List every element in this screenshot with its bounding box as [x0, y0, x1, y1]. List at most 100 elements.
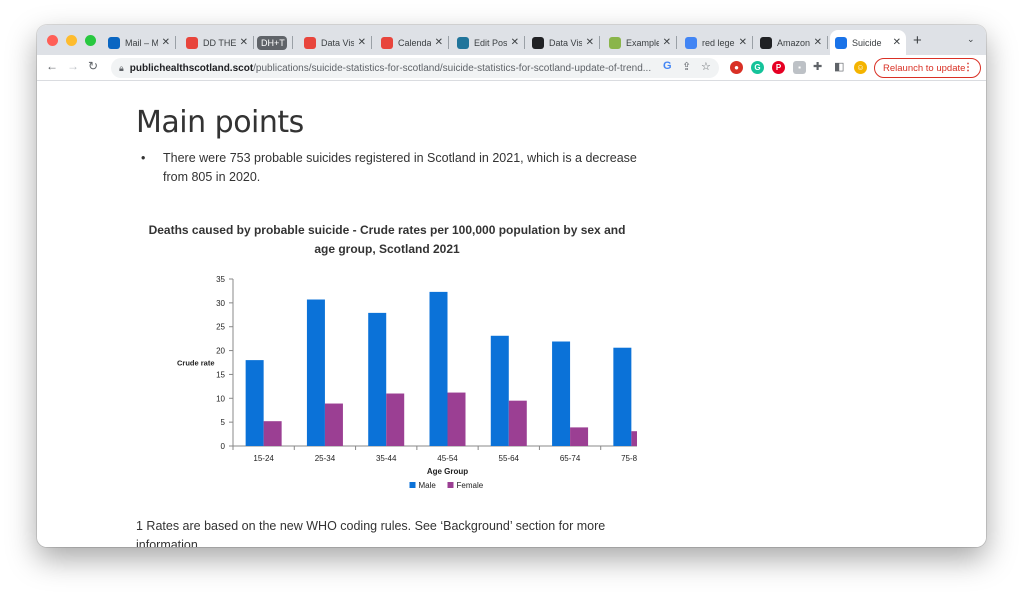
bullet-dot-icon: • — [141, 151, 146, 165]
y-tick-label: 0 — [221, 442, 226, 451]
close-tab-icon[interactable]: ✕ — [738, 37, 747, 48]
close-tab-icon[interactable]: ✕ — [662, 37, 671, 48]
sparkle-icon — [835, 36, 847, 49]
address-bar[interactable]: 🔒︎ publichealthscotland.scot /publicatio… — [111, 58, 719, 78]
profile-avatar[interactable]: ☺ — [854, 61, 867, 74]
outlook-icon — [108, 36, 120, 49]
bar-male-45-54 — [429, 291, 448, 446]
bar-female-35-44 — [386, 393, 405, 446]
tab-1[interactable]: Mail – M ✕ — [103, 30, 176, 55]
tab-7[interactable]: Data Vis ✕ — [527, 30, 600, 55]
tableau-icon — [186, 36, 198, 49]
adblock-extension-icon[interactable]: ● — [730, 61, 743, 74]
new-tab-button[interactable]: + — [913, 32, 922, 49]
legend-label-male: Male — [419, 481, 437, 490]
bar-male-15-24 — [245, 360, 264, 446]
x-tick-label: 25-34 — [315, 454, 336, 463]
tab-5[interactable]: Calenda ✕ — [376, 30, 449, 55]
side-panel-icon[interactable]: ◧ — [834, 61, 845, 73]
tab-label: Data Vis — [549, 37, 582, 48]
y-tick-label: 25 — [216, 323, 225, 332]
tableau-icon — [381, 36, 393, 49]
y-tick-label: 30 — [216, 299, 225, 308]
close-tab-icon[interactable]: ✕ — [510, 37, 519, 48]
close-tab-icon[interactable]: ✕ — [892, 37, 901, 48]
maximize-window-button[interactable] — [85, 35, 96, 46]
amazon-icon — [760, 36, 772, 49]
wordpress-icon — [457, 36, 469, 49]
x-tick-label: 15-24 — [253, 454, 274, 463]
url-path: /publications/suicide-statistics-for-sco… — [253, 62, 652, 74]
tab-9[interactable]: red lege ✕ — [680, 30, 753, 55]
bullet-item: • There were 753 probable suicides regis… — [141, 149, 637, 187]
minimize-window-button[interactable] — [66, 35, 77, 46]
grammarly-extension-icon[interactable]: G — [751, 61, 764, 74]
relaunch-to-update-button[interactable]: Relaunch to update ⋮ — [874, 58, 981, 78]
window-controls — [47, 35, 96, 46]
x-tick-label: 55-64 — [499, 454, 520, 463]
tab-4[interactable]: Data Vis ✕ — [299, 30, 372, 55]
close-tab-icon[interactable]: ✕ — [585, 37, 594, 48]
close-window-button[interactable] — [47, 35, 58, 46]
legend-label-female: Female — [457, 481, 484, 490]
bar-male-55-64 — [490, 335, 509, 446]
tab-label: Mail – M — [125, 37, 158, 48]
bullet-text: There were 753 probable suicides registe… — [163, 151, 637, 184]
tab-label: red lege — [702, 37, 735, 48]
extension-icon[interactable]: ▪ — [793, 61, 806, 74]
circle-logo-icon — [532, 36, 544, 49]
google-icon — [685, 36, 697, 49]
lock-icon: 🔒︎ — [119, 62, 124, 73]
bar-female-65-74 — [570, 427, 589, 446]
tab-10[interactable]: Amazon ✕ — [755, 30, 828, 55]
close-tab-icon[interactable]: ✕ — [239, 37, 248, 48]
tableau-icon — [304, 36, 316, 49]
chart-title: Deaths caused by probable suicide - Crud… — [148, 223, 626, 256]
y-tick-label: 5 — [221, 418, 226, 427]
more-menu-icon[interactable]: ⋮ — [963, 62, 973, 73]
bar-chart: 0 5 10 15 20 25 30 35 Crude rate 15-24 25-34 35-44 4… — [177, 275, 637, 490]
tab-11[interactable]: Suicide ✕ — [830, 30, 906, 55]
tab-6[interactable]: Edit Pos ✕ — [452, 30, 525, 55]
y-tick-label: 35 — [216, 275, 225, 284]
legend-swatch-male — [409, 482, 416, 488]
bar-female-25-34 — [324, 403, 343, 446]
bar-female-45-54 — [447, 392, 466, 446]
share-icon[interactable]: ⇪ — [682, 61, 692, 73]
x-tick-label: 35-44 — [376, 454, 397, 463]
close-tab-icon[interactable]: ✕ — [161, 37, 170, 48]
x-axis-label: Age Group — [427, 467, 468, 476]
bar-male-75-84 — [613, 347, 632, 446]
close-tab-icon[interactable]: ✕ — [357, 37, 366, 48]
tab-bar: Mail – M ✕ DD THE ✕ DH+T Data Vis ✕ Calenda ✕ Edi… — [37, 25, 986, 55]
legend-swatch-female — [447, 482, 454, 488]
bookmark-star-icon[interactable]: ☆ — [701, 61, 711, 73]
close-tab-icon[interactable]: ✕ — [434, 37, 443, 48]
tab-8[interactable]: Example ✕ — [604, 30, 677, 55]
tab-label: Data Vis — [321, 37, 354, 48]
tab-label: Calenda — [398, 37, 431, 48]
tab-3[interactable]: DH+T — [252, 30, 293, 55]
footnote: 1 Rates are based on the new WHO coding … — [136, 519, 606, 547]
tab-label: Amazon — [777, 37, 810, 48]
y-tick-label: 10 — [216, 394, 225, 403]
forward-arrow-icon[interactable]: → — [67, 59, 79, 73]
x-tick-label: 65-74 — [560, 454, 581, 463]
close-tab-icon[interactable]: ✕ — [813, 37, 822, 48]
tab-label: Suicide — [852, 37, 882, 48]
bar-male-25-34 — [306, 299, 325, 446]
back-arrow-icon[interactable]: ← — [46, 59, 58, 73]
tab-label: Edit Pos — [474, 37, 507, 48]
bar-female-75-84 — [631, 431, 637, 446]
bar-male-35-44 — [368, 312, 387, 446]
tab-search-chevron-icon[interactable]: ⌄ — [967, 34, 975, 44]
extensions-puzzle-icon[interactable]: ✚ — [813, 61, 823, 73]
reload-icon[interactable]: ↻ — [88, 59, 99, 73]
tab-2[interactable]: DD THE ✕ — [181, 30, 254, 55]
bar-female-55-64 — [508, 400, 527, 446]
browser-window: Mail – M ✕ DD THE ✕ DH+T Data Vis ✕ Calenda ✕ Edi… — [37, 25, 986, 547]
google-lens-icon[interactable]: G — [663, 60, 672, 72]
bar-female-15-24 — [263, 421, 282, 446]
x-tick-label: 75-84 — [621, 454, 637, 463]
pinterest-extension-icon[interactable]: P — [772, 61, 785, 74]
